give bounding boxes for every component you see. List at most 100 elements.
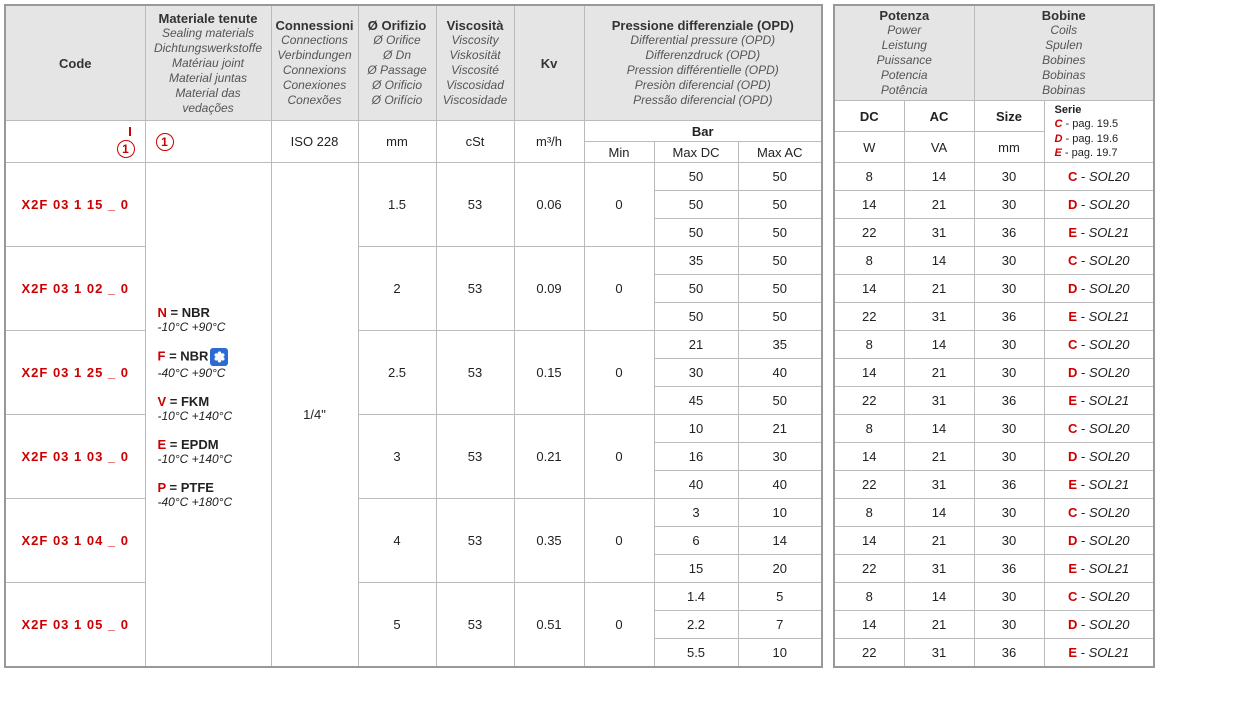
maxdc-cell: 10	[654, 415, 738, 443]
kv-cell: 0.15	[514, 331, 584, 415]
maxac-cell: 10	[738, 639, 822, 667]
snowflake-icon: ✽	[210, 348, 228, 366]
serie-cell: C - SOL20	[1044, 163, 1154, 191]
connection-cell: 1/4"	[271, 163, 358, 667]
min-cell: 0	[584, 331, 654, 415]
maxac-cell: 50	[738, 219, 822, 247]
visc-cell: 53	[436, 247, 514, 331]
va-cell: 31	[904, 387, 974, 415]
serie-cell: D - SOL20	[1044, 443, 1154, 471]
kv-cell: 0.51	[514, 583, 584, 667]
hdr-power: PotenzaPowerLeistungPuissancePotenciaPot…	[834, 5, 974, 101]
orifice-cell: 2.5	[358, 331, 436, 415]
materials-cell: N = NBR-10°C +90°CF = NBR✽-40°C +90°CV =…	[145, 163, 271, 667]
unit-mm: mm	[358, 121, 436, 163]
size-cell: 36	[974, 555, 1044, 583]
code-cell: X2F 03 1 05 _ 0	[5, 583, 145, 667]
unit-bar: Bar	[584, 121, 822, 142]
hdr-code: Code	[5, 5, 145, 121]
visc-cell: 53	[436, 163, 514, 247]
maxac-cell: 7	[738, 611, 822, 639]
code-cell: X2F 03 1 04 _ 0	[5, 499, 145, 583]
ref-code: 1	[5, 121, 145, 163]
size-cell: 30	[974, 359, 1044, 387]
orifice-cell: 4	[358, 499, 436, 583]
unit-ac: AC	[904, 101, 974, 132]
va-cell: 21	[904, 443, 974, 471]
maxac-cell: 50	[738, 247, 822, 275]
unit-w: W	[834, 132, 904, 163]
maxdc-cell: 3	[654, 499, 738, 527]
orifice-cell: 1.5	[358, 163, 436, 247]
w-cell: 22	[834, 387, 904, 415]
size-cell: 30	[974, 331, 1044, 359]
maxdc-cell: 50	[654, 163, 738, 191]
maxdc-cell: 50	[654, 275, 738, 303]
serie-cell: C - SOL20	[1044, 583, 1154, 611]
va-cell: 21	[904, 359, 974, 387]
serie-cell: D - SOL20	[1044, 611, 1154, 639]
unit-size: Size	[974, 101, 1044, 132]
serie-cell: E - SOL21	[1044, 303, 1154, 331]
maxac-cell: 21	[738, 415, 822, 443]
maxac-cell: 35	[738, 331, 822, 359]
unit-iso: ISO 228	[271, 121, 358, 163]
kv-cell: 0.06	[514, 163, 584, 247]
min-cell: 0	[584, 163, 654, 247]
va-cell: 21	[904, 275, 974, 303]
main-table: CodeMateriale tenuteSealing materialsDic…	[4, 4, 823, 668]
visc-cell: 53	[436, 415, 514, 499]
va-cell: 14	[904, 499, 974, 527]
serie-cell: E - SOL21	[1044, 219, 1154, 247]
unit-maxac: Max AC	[738, 142, 822, 163]
code-cell: X2F 03 1 03 _ 0	[5, 415, 145, 499]
maxdc-cell: 50	[654, 191, 738, 219]
w-cell: 14	[834, 611, 904, 639]
code-cell: X2F 03 1 25 _ 0	[5, 331, 145, 415]
w-cell: 22	[834, 219, 904, 247]
va-cell: 31	[904, 471, 974, 499]
code-cell: X2F 03 1 02 _ 0	[5, 247, 145, 331]
hdr-coils: BobineCoilsSpulenBobinesBobinasBobinas	[974, 5, 1154, 101]
size-cell: 30	[974, 527, 1044, 555]
va-cell: 21	[904, 527, 974, 555]
serie-cell: C - SOL20	[1044, 415, 1154, 443]
size-cell: 30	[974, 611, 1044, 639]
min-cell: 0	[584, 499, 654, 583]
maxdc-cell: 50	[654, 303, 738, 331]
visc-cell: 53	[436, 583, 514, 667]
maxac-cell: 50	[738, 387, 822, 415]
w-cell: 8	[834, 163, 904, 191]
serie-cell: C - SOL20	[1044, 247, 1154, 275]
unit-min: Min	[584, 142, 654, 163]
side-table: PotenzaPowerLeistungPuissancePotenciaPot…	[833, 4, 1155, 668]
size-cell: 30	[974, 191, 1044, 219]
maxdc-cell: 50	[654, 219, 738, 247]
va-cell: 14	[904, 331, 974, 359]
unit-dc: DC	[834, 101, 904, 132]
w-cell: 22	[834, 555, 904, 583]
maxac-cell: 10	[738, 499, 822, 527]
va-cell: 21	[904, 191, 974, 219]
w-cell: 8	[834, 583, 904, 611]
serie-cell: E - SOL21	[1044, 555, 1154, 583]
unit-maxdc: Max DC	[654, 142, 738, 163]
maxdc-cell: 40	[654, 471, 738, 499]
serie-cell: D - SOL20	[1044, 191, 1154, 219]
maxdc-cell: 35	[654, 247, 738, 275]
va-cell: 14	[904, 415, 974, 443]
maxac-cell: 30	[738, 443, 822, 471]
maxac-cell: 20	[738, 555, 822, 583]
serie-cell: E - SOL21	[1044, 639, 1154, 667]
maxdc-cell: 30	[654, 359, 738, 387]
serie-cell: C - SOL20	[1044, 499, 1154, 527]
serie-cell: D - SOL20	[1044, 359, 1154, 387]
unit-cst: cSt	[436, 121, 514, 163]
size-cell: 30	[974, 499, 1044, 527]
hdr-connections: ConnessioniConnectionsVerbindungenConnex…	[271, 5, 358, 121]
va-cell: 31	[904, 303, 974, 331]
va-cell: 31	[904, 639, 974, 667]
size-cell: 36	[974, 219, 1044, 247]
w-cell: 22	[834, 639, 904, 667]
size-cell: 36	[974, 639, 1044, 667]
